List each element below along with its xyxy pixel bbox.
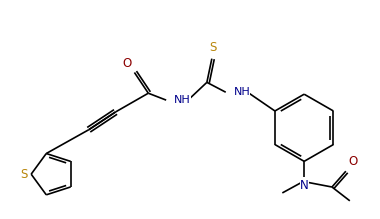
- Text: S: S: [209, 41, 217, 54]
- Text: N: N: [300, 179, 309, 192]
- Text: NH: NH: [234, 87, 250, 97]
- Text: O: O: [122, 57, 131, 69]
- Text: O: O: [349, 155, 358, 168]
- Text: S: S: [20, 168, 27, 181]
- Text: NH: NH: [174, 95, 191, 105]
